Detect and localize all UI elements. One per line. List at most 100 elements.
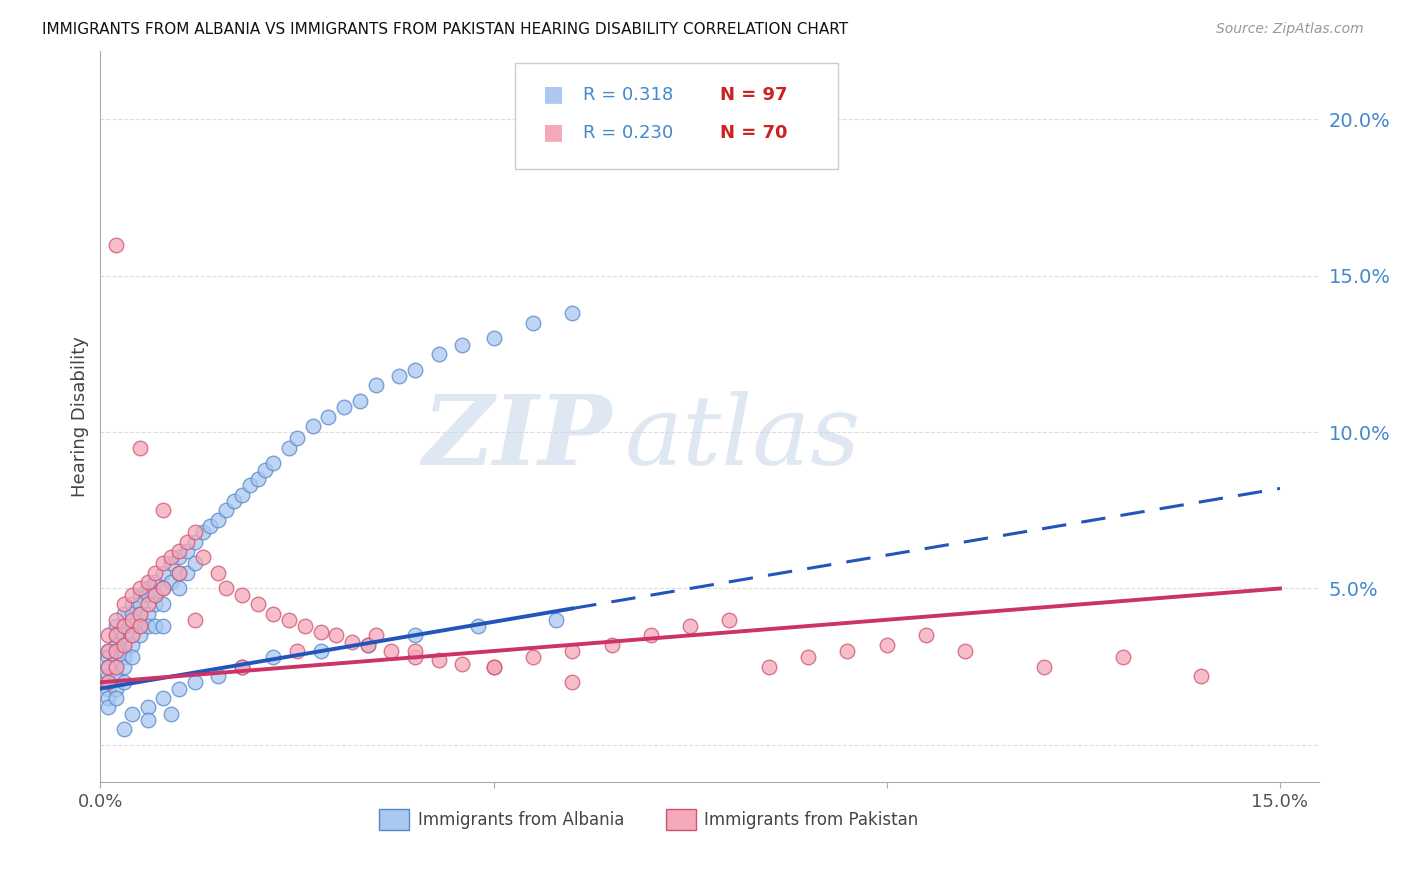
Text: N = 70: N = 70 — [720, 124, 787, 142]
Point — [546, 613, 568, 627]
Point — [145, 597, 167, 611]
Point — [97, 675, 120, 690]
Point — [128, 588, 150, 602]
Point — [112, 638, 135, 652]
Point — [718, 613, 741, 627]
Point — [105, 650, 128, 665]
Point — [105, 619, 128, 633]
Point — [97, 628, 120, 642]
Point — [239, 478, 262, 492]
Point — [121, 597, 143, 611]
Point — [105, 659, 128, 673]
Point — [482, 659, 505, 673]
Point — [349, 393, 371, 408]
Point — [136, 700, 159, 714]
Point — [207, 669, 229, 683]
Point — [128, 597, 150, 611]
Point — [215, 582, 238, 596]
Point — [145, 619, 167, 633]
Point — [160, 557, 183, 571]
Point — [200, 519, 222, 533]
Point — [97, 681, 120, 696]
Point — [121, 588, 143, 602]
Point — [246, 597, 269, 611]
Point — [309, 644, 332, 658]
Point — [522, 650, 544, 665]
Point — [167, 582, 190, 596]
Point — [231, 488, 253, 502]
Point — [222, 494, 245, 508]
Point — [128, 607, 150, 621]
Point — [160, 575, 183, 590]
Point — [105, 613, 128, 627]
Point — [97, 650, 120, 665]
Point — [128, 619, 150, 633]
Point — [160, 550, 183, 565]
Point — [136, 575, 159, 590]
Point — [97, 700, 120, 714]
Point — [167, 681, 190, 696]
Point — [758, 659, 780, 673]
Point — [231, 659, 253, 673]
Point — [262, 457, 284, 471]
Point — [128, 619, 150, 633]
Point — [105, 638, 128, 652]
Point — [404, 628, 426, 642]
Text: Source: ZipAtlas.com: Source: ZipAtlas.com — [1216, 22, 1364, 37]
Point — [294, 619, 316, 633]
Point — [640, 628, 662, 642]
Point — [121, 706, 143, 721]
Point — [97, 644, 120, 658]
Point — [451, 337, 474, 351]
Text: R = 0.230: R = 0.230 — [583, 124, 673, 142]
Point — [254, 463, 277, 477]
Point — [285, 431, 308, 445]
Point — [340, 634, 363, 648]
Point — [145, 566, 167, 580]
Point — [112, 638, 135, 652]
Point — [105, 681, 128, 696]
Point — [112, 675, 135, 690]
Point — [561, 644, 583, 658]
Point — [1189, 669, 1212, 683]
Point — [152, 690, 174, 705]
Point — [364, 628, 387, 642]
Point — [97, 644, 120, 658]
Point — [427, 653, 450, 667]
Point — [561, 675, 583, 690]
Point — [97, 659, 120, 673]
Point — [128, 628, 150, 642]
Point — [136, 607, 159, 621]
Point — [176, 544, 198, 558]
Point — [136, 588, 159, 602]
Point — [1111, 650, 1133, 665]
Legend: Immigrants from Albania, Immigrants from Pakistan: Immigrants from Albania, Immigrants from… — [373, 803, 925, 836]
Point — [388, 368, 411, 383]
Point — [427, 347, 450, 361]
Point — [285, 644, 308, 658]
Point — [105, 659, 128, 673]
Point — [97, 659, 120, 673]
Point — [679, 619, 702, 633]
Point — [145, 575, 167, 590]
Point — [167, 550, 190, 565]
Text: ZIP: ZIP — [423, 392, 612, 485]
Point — [167, 544, 190, 558]
Point — [97, 675, 120, 690]
Point — [231, 659, 253, 673]
Point — [404, 650, 426, 665]
Point — [121, 613, 143, 627]
Point — [191, 550, 214, 565]
Point — [145, 588, 167, 602]
Point — [121, 628, 143, 642]
Point — [797, 650, 820, 665]
Text: N = 97: N = 97 — [720, 86, 787, 103]
Point — [561, 306, 583, 320]
Point — [128, 441, 150, 455]
Point — [112, 650, 135, 665]
Point — [112, 628, 135, 642]
Point — [105, 644, 128, 658]
Point — [105, 628, 128, 642]
Point — [357, 638, 380, 652]
Point — [112, 659, 135, 673]
